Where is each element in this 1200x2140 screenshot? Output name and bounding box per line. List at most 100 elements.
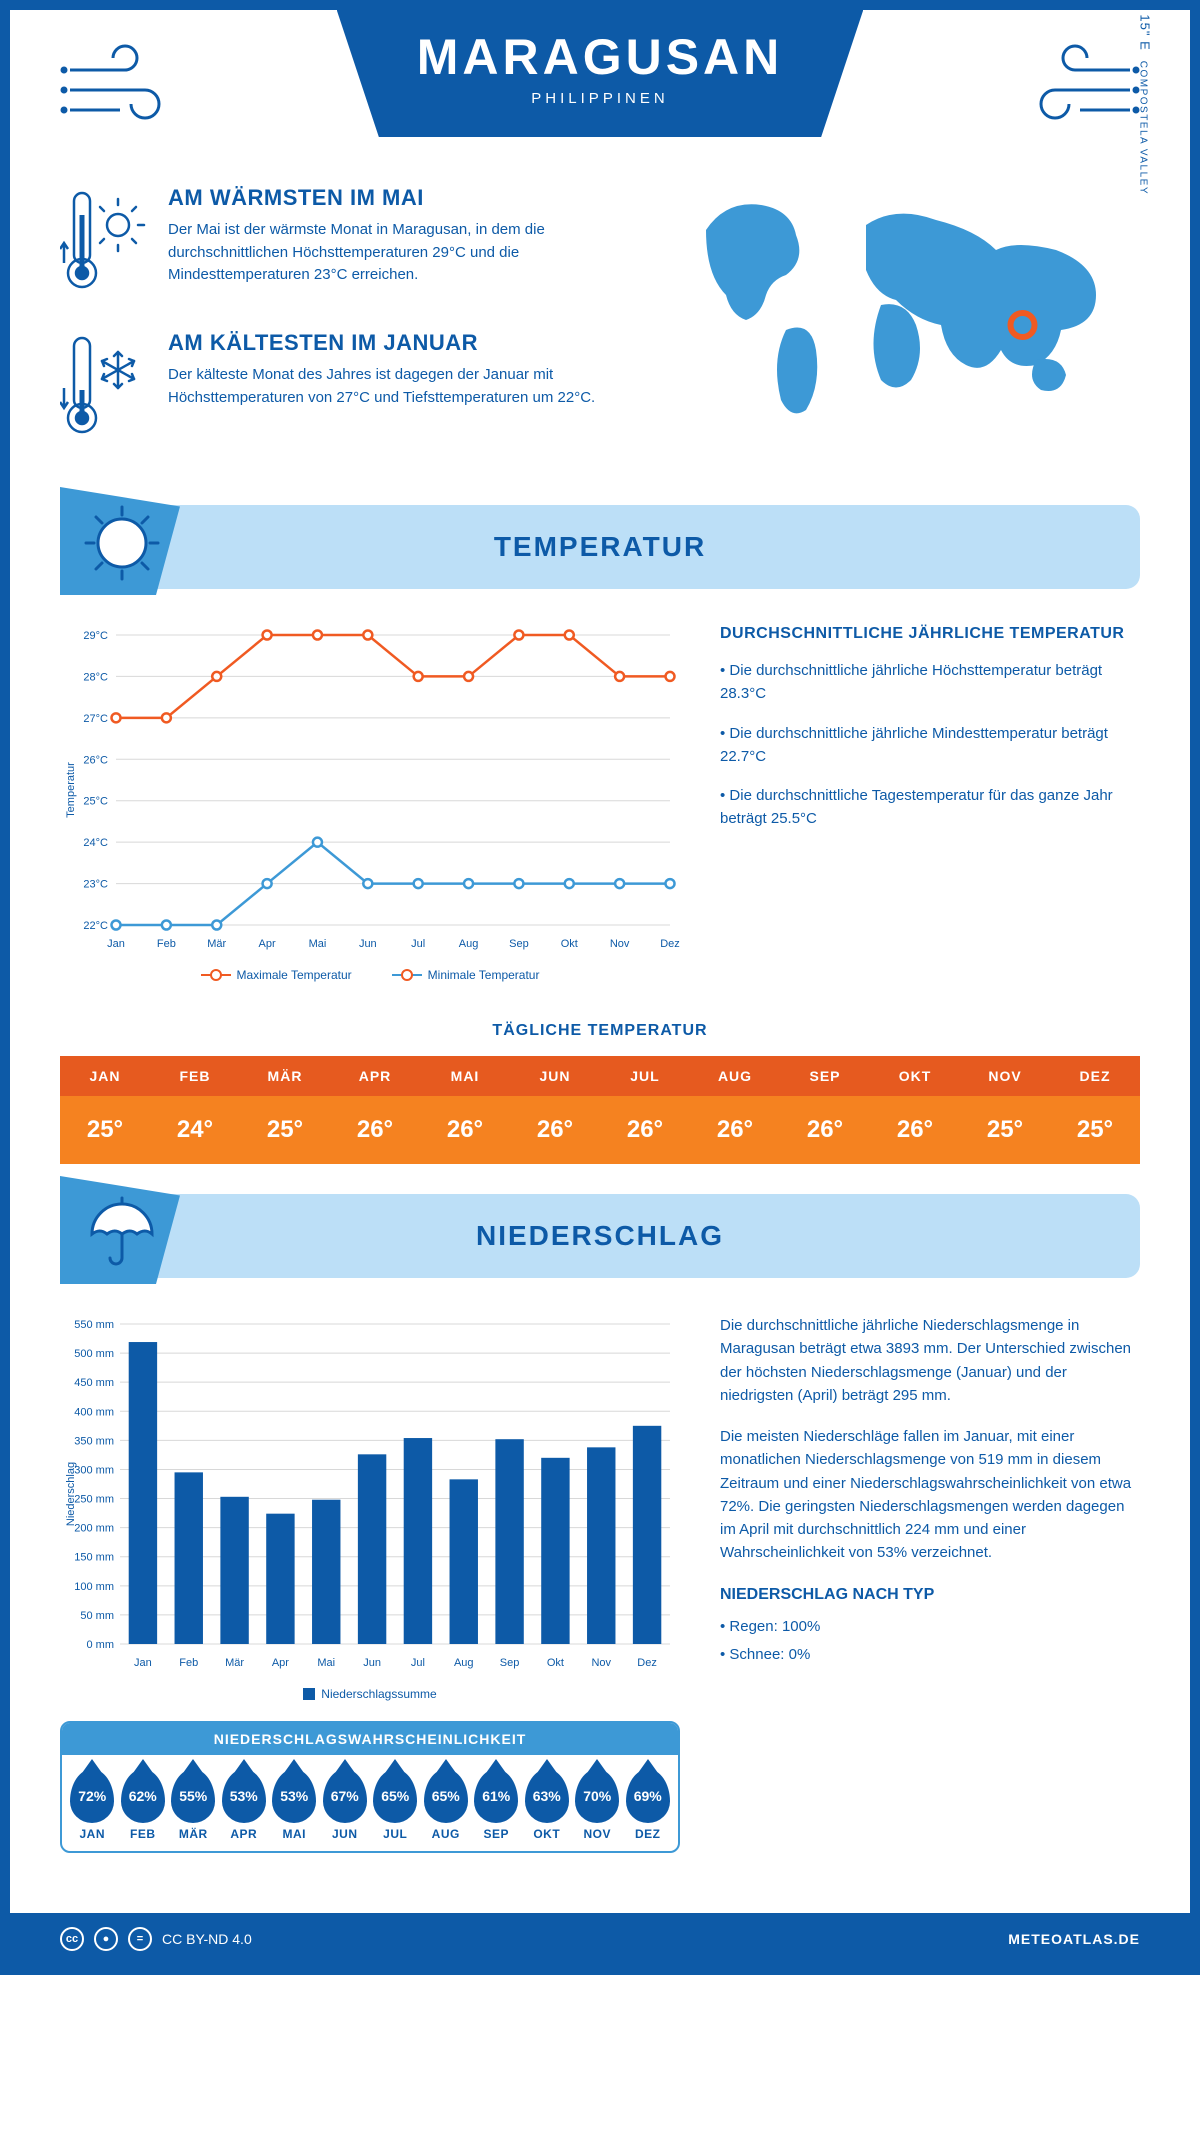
fact-warm-text: Der Mai ist der wärmste Monat in Maragus… <box>168 219 598 287</box>
svg-text:Mär: Mär <box>207 938 226 950</box>
umbrella-icon <box>80 1190 164 1281</box>
prob-drop: 61%SEP <box>472 1769 521 1841</box>
wind-icon-left <box>60 40 180 145</box>
prob-drop: 53%APR <box>220 1769 269 1841</box>
temperature-info: DURCHSCHNITTLICHE JÄHRLICHE TEMPERATUR •… <box>720 625 1140 982</box>
daily-value: 26° <box>690 1096 780 1164</box>
svg-text:Mär: Mär <box>225 1657 244 1669</box>
svg-text:22°C: 22°C <box>83 920 108 932</box>
prob-drop: 55%MÄR <box>169 1769 218 1841</box>
precipitation-bar-chart: 0 mm50 mm100 mm150 mm200 mm250 mm300 mm3… <box>60 1314 680 1674</box>
coordinates: 7° 20' 58" N — 126° 9' 15" ECOMPOSTELA V… <box>1137 0 1152 195</box>
prob-drop: 70%NOV <box>573 1769 622 1841</box>
svg-text:Okt: Okt <box>547 1657 564 1669</box>
daily-month: AUG <box>690 1056 780 1096</box>
svg-text:26°C: 26°C <box>83 754 108 766</box>
svg-text:Jul: Jul <box>411 1657 425 1669</box>
svg-text:24°C: 24°C <box>83 837 108 849</box>
svg-text:Mai: Mai <box>317 1657 335 1669</box>
svg-text:Dez: Dez <box>660 938 680 950</box>
svg-text:23°C: 23°C <box>83 879 108 891</box>
daily-month: JUL <box>600 1056 690 1096</box>
cc-icon: cc <box>60 1927 84 1951</box>
temperature-line-chart: 22°C23°C24°C25°C26°C27°C28°C29°CJanFebMä… <box>60 625 680 955</box>
nd-icon: = <box>128 1927 152 1951</box>
prob-drop: 69%DEZ <box>624 1769 673 1841</box>
svg-text:250 mm: 250 mm <box>74 1494 114 1506</box>
fact-cold: AM KÄLTESTEN IM JANUAR Der kälteste Mona… <box>60 330 622 445</box>
daily-value: 26° <box>600 1096 690 1164</box>
fact-cold-text: Der kälteste Monat des Jahres ist dagege… <box>168 364 598 409</box>
daily-month: APR <box>330 1056 420 1096</box>
fact-warm-title: AM WÄRMSTEN IM MAI <box>168 185 598 211</box>
svg-text:450 mm: 450 mm <box>74 1377 114 1389</box>
svg-text:100 mm: 100 mm <box>74 1581 114 1593</box>
svg-text:Temperatur: Temperatur <box>65 762 77 818</box>
daily-month: SEP <box>780 1056 870 1096</box>
prob-drop: 67%JUN <box>321 1769 370 1841</box>
svg-text:300 mm: 300 mm <box>74 1464 114 1476</box>
daily-month: DEZ <box>1050 1056 1140 1096</box>
daily-value: 26° <box>870 1096 960 1164</box>
fact-warm: AM WÄRMSTEN IM MAI Der Mai ist der wärms… <box>60 185 622 300</box>
svg-text:Feb: Feb <box>179 1657 198 1669</box>
daily-month: JAN <box>60 1056 150 1096</box>
svg-text:500 mm: 500 mm <box>74 1348 114 1360</box>
svg-text:Nov: Nov <box>591 1657 611 1669</box>
svg-text:150 mm: 150 mm <box>74 1552 114 1564</box>
svg-text:Nov: Nov <box>610 938 630 950</box>
svg-text:400 mm: 400 mm <box>74 1406 114 1418</box>
daily-value: 26° <box>420 1096 510 1164</box>
precip-probability-box: NIEDERSCHLAGSWAHRSCHEINLICHKEIT 72%JAN62… <box>60 1721 680 1853</box>
sun-icon <box>80 501 164 592</box>
by-icon: ● <box>94 1927 118 1951</box>
footer: cc ● = CC BY-ND 4.0 METEOATLAS.DE <box>10 1913 1190 1965</box>
svg-text:Niederschlag: Niederschlag <box>65 1462 77 1526</box>
svg-text:550 mm: 550 mm <box>74 1319 114 1331</box>
svg-text:Jun: Jun <box>359 938 377 950</box>
wind-icon-right <box>1020 40 1140 145</box>
daily-month: OKT <box>870 1056 960 1096</box>
prob-drop: 62%FEB <box>119 1769 168 1841</box>
daily-month: MÄR <box>240 1056 330 1096</box>
license-text: CC BY-ND 4.0 <box>162 1931 252 1947</box>
svg-text:Apr: Apr <box>272 1657 289 1669</box>
svg-text:29°C: 29°C <box>83 630 108 642</box>
svg-text:50 mm: 50 mm <box>80 1610 114 1622</box>
svg-text:Sep: Sep <box>500 1657 520 1669</box>
section-precip-header: NIEDERSCHLAG <box>60 1194 1140 1278</box>
svg-text:Mai: Mai <box>309 938 327 950</box>
world-map <box>666 185 1126 435</box>
daily-month: MAI <box>420 1056 510 1096</box>
svg-text:Okt: Okt <box>561 938 578 950</box>
daily-value: 26° <box>510 1096 600 1164</box>
country-name: PHILIPPINEN <box>417 90 784 107</box>
daily-temp-title: TÄGLICHE TEMPERATUR <box>60 1022 1140 1040</box>
daily-value: 26° <box>330 1096 420 1164</box>
svg-text:Feb: Feb <box>157 938 176 950</box>
daily-month: NOV <box>960 1056 1050 1096</box>
daily-value: 25° <box>60 1096 150 1164</box>
precip-chart-legend: Niederschlagssumme <box>60 1687 680 1701</box>
daily-month: JUN <box>510 1056 600 1096</box>
svg-text:Jun: Jun <box>363 1657 381 1669</box>
thermometer-hot-icon <box>60 185 146 300</box>
city-name: MARAGUSAN <box>417 28 784 86</box>
prob-drop: 65%JUL <box>371 1769 420 1841</box>
svg-text:Dez: Dez <box>637 1657 657 1669</box>
prob-drop: 63%OKT <box>523 1769 572 1841</box>
daily-month: FEB <box>150 1056 240 1096</box>
svg-text:25°C: 25°C <box>83 796 108 808</box>
svg-text:Jan: Jan <box>134 1657 152 1669</box>
svg-text:Sep: Sep <box>509 938 529 950</box>
svg-text:Jan: Jan <box>107 938 125 950</box>
temp-chart-legend: .lg-line:nth-child(1)::after{border-colo… <box>60 968 680 982</box>
daily-value: 25° <box>1050 1096 1140 1164</box>
svg-text:350 mm: 350 mm <box>74 1435 114 1447</box>
prob-drop: 72%JAN <box>68 1769 117 1841</box>
section-temperature-header: TEMPERATUR <box>60 505 1140 589</box>
daily-value: 26° <box>780 1096 870 1164</box>
svg-text:Aug: Aug <box>459 938 479 950</box>
thermometer-cold-icon <box>60 330 146 445</box>
daily-value: 24° <box>150 1096 240 1164</box>
